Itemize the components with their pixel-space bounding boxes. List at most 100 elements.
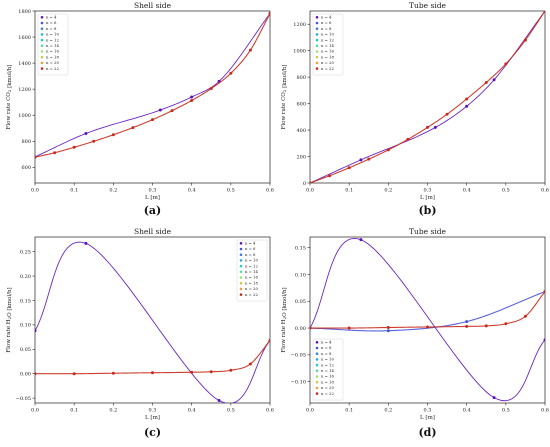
panel-label: (c) — [144, 426, 161, 439]
data-point — [217, 399, 221, 403]
data-point — [359, 238, 363, 242]
legend-entry: n = 6 — [46, 20, 57, 25]
legend-entry: n = 4 — [245, 241, 256, 246]
y-tick-label: −0.05 — [16, 396, 31, 402]
y-axis-label: Flow rate H2O [kmol/h] — [6, 287, 13, 352]
legend-marker — [239, 287, 243, 291]
y-tick-label: 800 — [21, 139, 31, 145]
data-point — [84, 131, 88, 135]
legend-entry: n = 12 — [321, 362, 334, 367]
panel-a: Shell side 0.0 0.1 0.2 0.3 0.4 0.5 0.6 600 800 100… — [6, 1, 274, 217]
legend-marker — [239, 270, 243, 274]
data-point — [386, 329, 390, 333]
y-tick-label: 0.10 — [20, 323, 31, 329]
legend-marker — [315, 15, 319, 19]
legend-box — [236, 239, 268, 302]
legend-entry: n = 18 — [321, 54, 334, 59]
series-line — [35, 13, 270, 158]
data-point — [347, 326, 351, 330]
legend-marker — [239, 293, 243, 296]
data-point — [328, 174, 332, 178]
y-tick-label: −0.05 — [291, 353, 306, 359]
data-point — [92, 139, 96, 143]
data-point — [268, 12, 270, 16]
legend-marker — [315, 61, 319, 65]
legend-entry: n = 18 — [46, 54, 59, 59]
legend-entry: n = 14 — [321, 368, 334, 373]
data-point — [158, 108, 162, 112]
data-point — [229, 368, 233, 372]
y-tick-label: 0.00 — [20, 372, 31, 378]
legend-entry: n = 14 — [46, 43, 59, 48]
data-point — [426, 325, 429, 329]
x-tick-label: 0.1 — [70, 408, 78, 414]
panel-b: Tube side 0.0 0.1 0.2 0.3 0.4 0.5 0.6 0 200 400 600… — [281, 1, 549, 217]
legend-marker — [40, 21, 44, 25]
legend-marker — [315, 21, 319, 25]
y-tick-label: 0.25 — [20, 249, 31, 255]
x-tick-label: 0.3 — [424, 188, 432, 194]
panel-label: (b) — [418, 204, 436, 217]
x-tick-label: 0.4 — [188, 408, 196, 414]
legend-entry: n = 4 — [46, 15, 57, 20]
legend-entry: n = 22 — [321, 66, 334, 71]
legend-entry: n = 20 — [245, 286, 258, 291]
x-tick-label: 0.6 — [266, 408, 274, 414]
legend-marker — [239, 247, 243, 251]
y-tick-label: 800 — [296, 75, 306, 81]
data-point — [484, 324, 488, 328]
legend-marker — [40, 33, 44, 36]
legend-marker — [315, 358, 319, 361]
data-point — [386, 325, 390, 329]
y-tick-label: 0.00 — [295, 326, 306, 332]
x-tick-label: 0.2 — [384, 408, 392, 414]
data-point — [35, 329, 37, 333]
legend-box — [312, 338, 344, 401]
legend-marker — [315, 375, 319, 378]
legend-marker — [40, 38, 44, 42]
legend-entry: n = 18 — [321, 379, 334, 384]
legend-marker — [315, 341, 319, 344]
x-tick-label: 0.2 — [384, 188, 392, 194]
x-tick-label: 0.6 — [266, 188, 274, 194]
legend-entry: n = 22 — [46, 66, 59, 71]
data-point — [35, 372, 37, 376]
data-point — [151, 371, 154, 375]
x-tick-label: 0.3 — [149, 408, 157, 414]
legend-marker — [315, 346, 319, 350]
x-tick-label: 0.5 — [227, 408, 235, 414]
legend-entry: n = 20 — [321, 385, 334, 390]
legend-marker — [315, 44, 319, 48]
x-tick-label: 0.2 — [109, 408, 117, 414]
data-point — [53, 151, 57, 155]
legend-entry: n = 12 — [321, 37, 334, 42]
series-line — [310, 11, 545, 183]
data-point — [190, 95, 194, 99]
series-line — [35, 13, 270, 158]
data-point — [111, 133, 115, 137]
data-point — [209, 370, 213, 374]
legend-marker — [40, 50, 44, 53]
x-tick-label: 0.5 — [502, 408, 510, 414]
legend-marker — [315, 33, 319, 36]
legend-entry: n = 6 — [321, 20, 332, 25]
data-point — [504, 62, 508, 66]
x-tick-label: 0.1 — [345, 188, 353, 194]
y-tick-label: 0.15 — [295, 246, 306, 252]
plot-area — [310, 237, 545, 402]
y-tick-label: 1200 — [293, 22, 306, 28]
y-tick-label: 0.15 — [20, 298, 31, 304]
data-point — [367, 157, 371, 161]
legend-marker — [40, 55, 44, 59]
plot-frame — [34, 10, 271, 184]
legend-entry: n = 16 — [46, 49, 59, 54]
legend-marker — [315, 369, 319, 373]
legend: n = 4n = 6n = 8n = 10n = 12n = 14n = 16n… — [312, 13, 344, 76]
data-point — [209, 87, 213, 91]
data-point — [72, 145, 76, 149]
x-tick-label: 0.3 — [149, 188, 157, 194]
data-point — [543, 290, 545, 294]
data-point — [445, 112, 449, 116]
legend-entry: n = 8 — [46, 26, 57, 31]
